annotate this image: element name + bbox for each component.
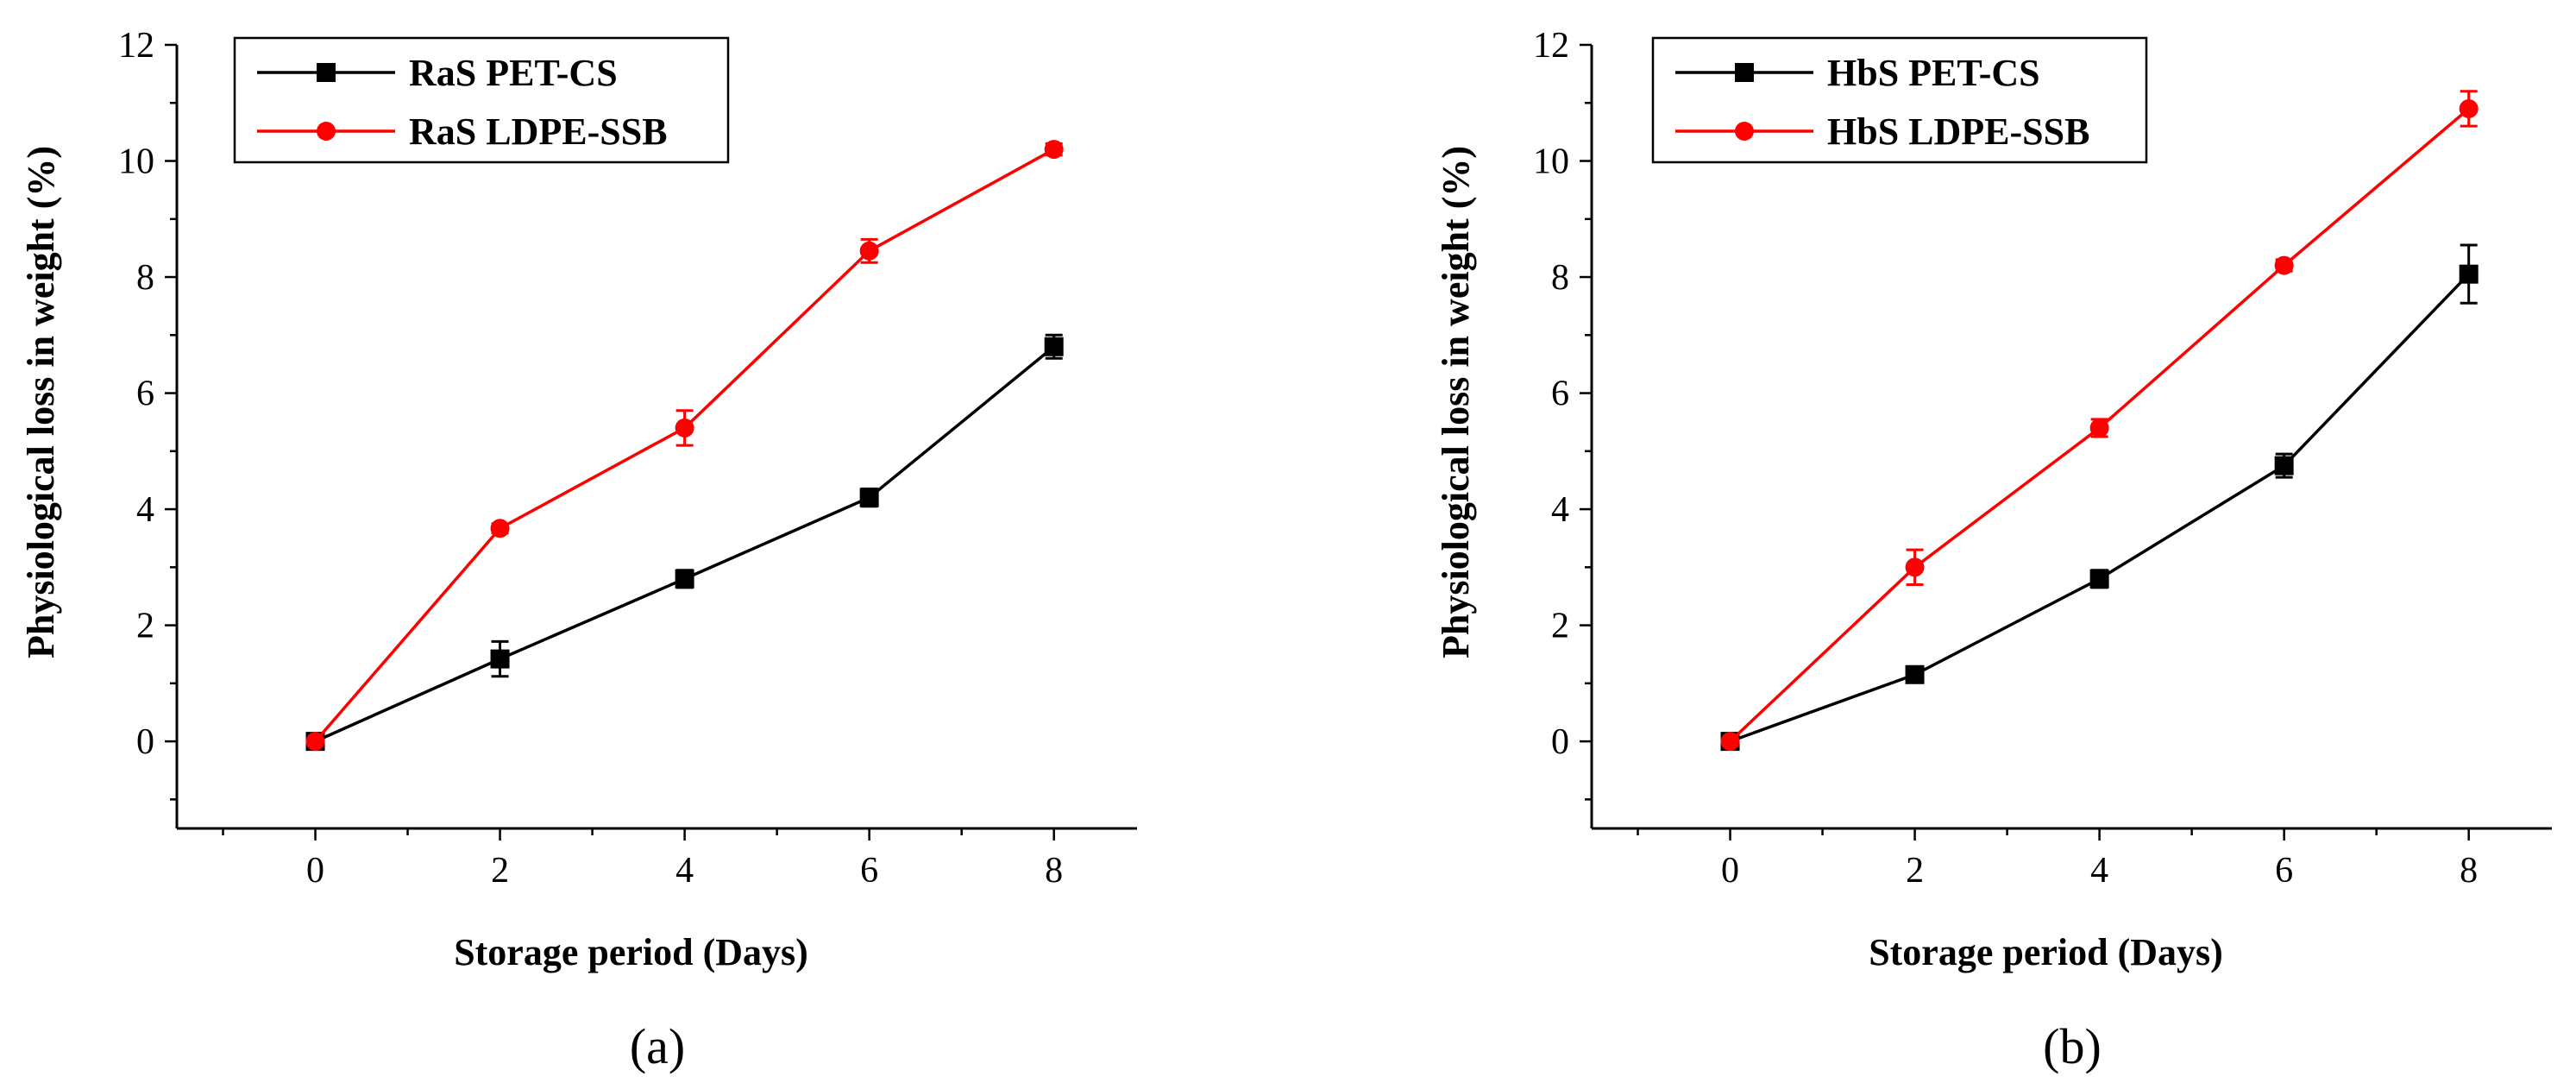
series-line (314, 345, 1055, 743)
series-ldpe-ssb (1720, 90, 2479, 752)
y-tick-label: 8 (136, 258, 154, 298)
x-axis-title: Storage period (Days) (1869, 931, 2223, 973)
x-tick-label: 2 (1906, 851, 1924, 891)
legend-marker (1735, 122, 1754, 141)
y-axis-title: Physiological loss in weight (%) (1435, 146, 1477, 658)
data-point (2089, 418, 2109, 438)
x-tick-label: 8 (2460, 851, 2478, 891)
y-axis-title: Physiological loss in weight (%) (20, 146, 62, 658)
y-tick-label: 10 (118, 142, 154, 182)
data-point (1905, 664, 1925, 684)
y-tick-label: 2 (136, 607, 154, 646)
x-tick-label: 0 (1721, 851, 1739, 891)
x-tick-label: 8 (1045, 851, 1063, 891)
legend-box (233, 36, 730, 164)
x-tick-label: 4 (675, 851, 694, 891)
data-point (490, 649, 510, 669)
legend-label: RaS PET-CS (409, 52, 618, 94)
y-tick-label: 4 (136, 490, 154, 530)
y-tick-label: 10 (1533, 142, 1569, 182)
legend-marker (317, 122, 336, 141)
x-tick-label: 2 (491, 851, 509, 891)
panel-label: (b) (2043, 1018, 2102, 1074)
y-tick-label: 6 (136, 375, 154, 414)
legend-marker (1735, 63, 1754, 82)
data-point (305, 732, 325, 752)
data-point (1044, 140, 1064, 160)
series-pet-cs (1720, 243, 2479, 752)
legend-label: RaS LDPE-SSB (409, 110, 668, 153)
data-point (2274, 255, 2294, 275)
data-point (1044, 337, 1064, 356)
y-tick-label: 6 (1551, 375, 1569, 414)
legend-label: HbS PET-CS (1827, 52, 2040, 94)
data-point (675, 569, 694, 589)
legend-box (1651, 36, 2148, 164)
chart-panel-a: 0 2 4 6 8 10 12 0 2 4 6 8 Storage period (Days) Physi… (20, 26, 1137, 1074)
data-point (1905, 557, 1925, 577)
data-point (2274, 456, 2294, 475)
y-tick-label: 8 (1551, 258, 1569, 298)
y-tick-label: 12 (1533, 26, 1569, 66)
x-tick-label: 0 (306, 851, 324, 891)
data-point (490, 519, 510, 538)
series-pet-cs (305, 333, 1064, 752)
data-point (859, 241, 879, 261)
legend: HbS PET-CS HbS LDPE-SSB (1651, 36, 2148, 164)
data-point (2459, 98, 2479, 118)
legend-marker (317, 63, 336, 82)
y-tick-label: 0 (136, 722, 154, 762)
data-point (675, 418, 694, 438)
data-point (2089, 569, 2109, 589)
data-point (1720, 732, 1740, 752)
y-tick-label: 2 (1551, 607, 1569, 646)
y-tick-label: 0 (1551, 722, 1569, 762)
panel-label: (a) (630, 1018, 685, 1074)
series-line (1729, 273, 2470, 743)
x-tick-label: 4 (2090, 851, 2108, 891)
legend-label: HbS LDPE-SSB (1827, 110, 2089, 153)
y-tick-label: 4 (1551, 490, 1569, 530)
series-ldpe-ssb (305, 140, 1064, 752)
legend-item: RaS LDPE-SSB (257, 110, 668, 153)
legend-item: RaS PET-CS (257, 52, 618, 94)
y-tick-label: 12 (118, 26, 154, 66)
data-point (2459, 264, 2479, 284)
chart-panel-b: 0 2 4 6 8 10 12 0 2 4 6 8 Storage period (Days) Physi… (1435, 26, 2552, 1074)
legend-item: HbS LDPE-SSB (1675, 110, 2089, 153)
legend-item: HbS PET-CS (1675, 52, 2040, 94)
legend: RaS PET-CS RaS LDPE-SSB (233, 36, 730, 164)
x-axis-title: Storage period (Days) (454, 931, 808, 973)
data-point (859, 488, 879, 507)
x-tick-label: 6 (2275, 851, 2293, 891)
x-tick-label: 6 (860, 851, 878, 891)
